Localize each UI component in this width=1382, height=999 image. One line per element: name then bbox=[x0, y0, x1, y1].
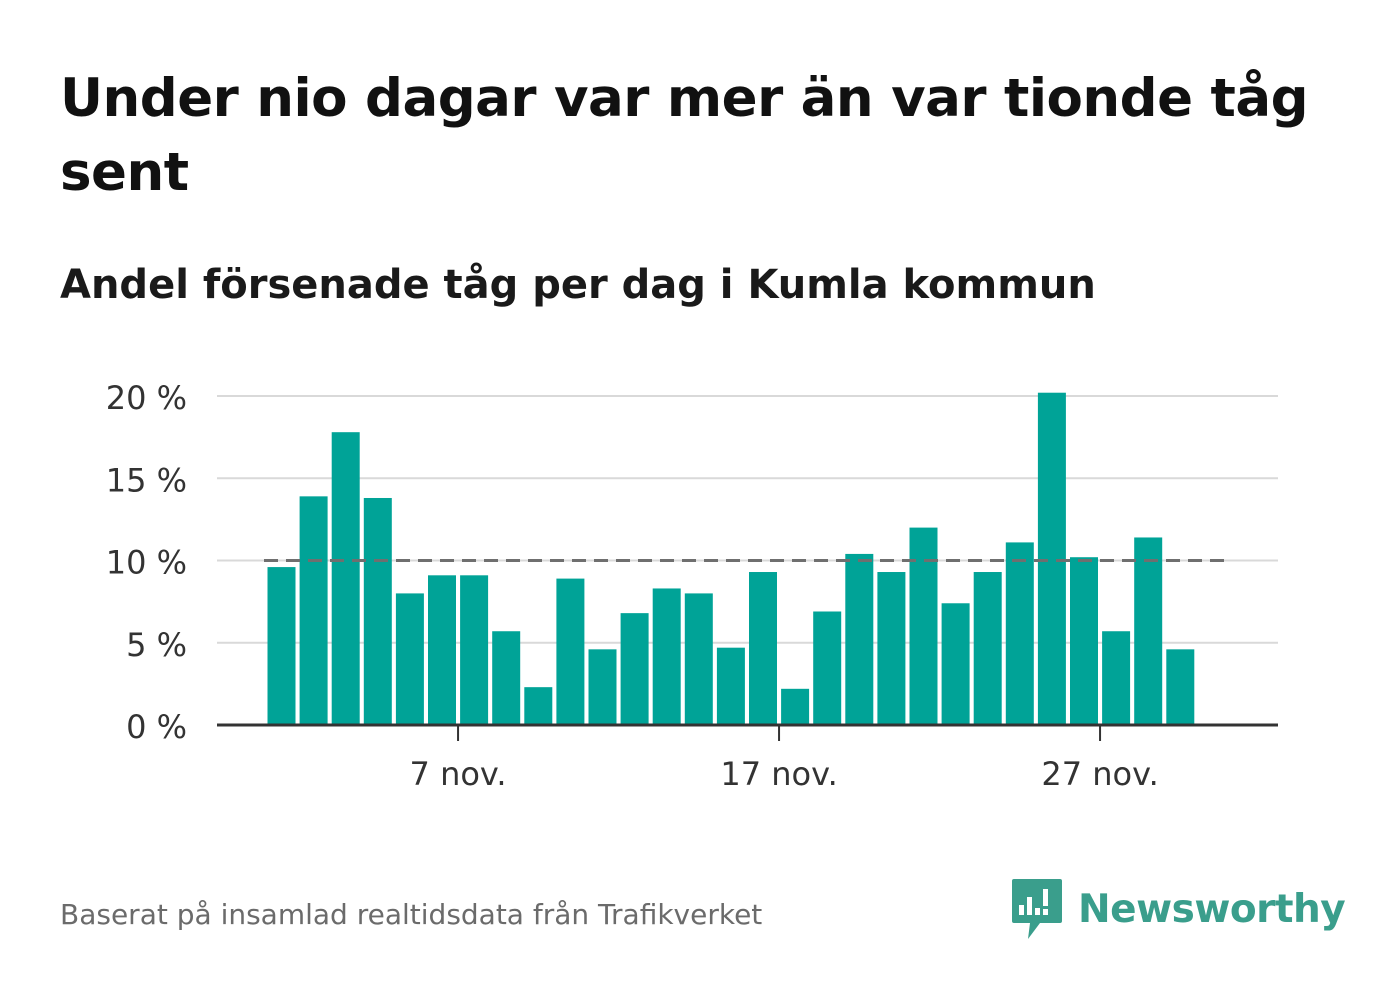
bar bbox=[556, 578, 585, 725]
y-tick-label: 5 % bbox=[126, 626, 187, 664]
y-tick-label: 15 % bbox=[106, 461, 187, 499]
x-axis: 7 nov. 17 nov. 27 nov. bbox=[217, 723, 1278, 793]
bar bbox=[460, 575, 489, 725]
bar bbox=[973, 572, 1002, 725]
bar bbox=[492, 631, 521, 725]
y-axis-labels: 0 % 5 % 10 % 15 % 20 % bbox=[106, 379, 187, 746]
bar bbox=[1134, 537, 1163, 725]
bar bbox=[941, 603, 970, 725]
bar bbox=[877, 572, 906, 725]
brand[interactable]: Newsworthy bbox=[1010, 877, 1346, 941]
bar bbox=[395, 593, 424, 725]
bar bbox=[781, 688, 810, 725]
x-tick-label: 7 nov. bbox=[410, 755, 507, 793]
bar bbox=[909, 527, 938, 725]
brand-name: Newsworthy bbox=[1078, 886, 1346, 932]
bar bbox=[684, 593, 713, 725]
bar bbox=[1037, 392, 1066, 725]
y-tick-label: 20 % bbox=[106, 379, 187, 417]
chart-title: Under nio dagar var mer än var tionde tå… bbox=[60, 68, 1309, 203]
bar bbox=[1005, 542, 1034, 725]
bar bbox=[749, 572, 777, 725]
bar bbox=[267, 567, 296, 725]
bar-chart: 0 % 5 % 10 % 15 % 20 % 7 nov. 17 nov. 27 nov. bbox=[106, 379, 1278, 793]
chart-subtitle: Andel försenade tåg per dag i Kumla komm… bbox=[60, 262, 1096, 308]
bar bbox=[1102, 631, 1131, 725]
source-note: Baserat på insamlad realtidsdata från Tr… bbox=[60, 898, 763, 931]
bar bbox=[845, 553, 874, 725]
bar bbox=[299, 496, 328, 725]
bar bbox=[331, 432, 360, 725]
bar bbox=[813, 611, 842, 725]
bar bbox=[716, 647, 745, 725]
bar bbox=[363, 497, 392, 725]
bar bbox=[524, 687, 553, 725]
bar bbox=[652, 588, 681, 725]
bars bbox=[267, 392, 1195, 725]
bar bbox=[620, 613, 649, 725]
newsworthy-logo-icon bbox=[1012, 879, 1062, 939]
x-tick-label: 17 nov. bbox=[720, 755, 837, 793]
y-tick-label: 0 % bbox=[126, 708, 187, 746]
bar bbox=[428, 575, 456, 725]
x-tick-label: 27 nov. bbox=[1041, 755, 1158, 793]
y-tick-label: 10 % bbox=[106, 544, 187, 582]
bar bbox=[1070, 557, 1098, 725]
bar bbox=[1166, 649, 1195, 725]
bar bbox=[588, 649, 617, 725]
